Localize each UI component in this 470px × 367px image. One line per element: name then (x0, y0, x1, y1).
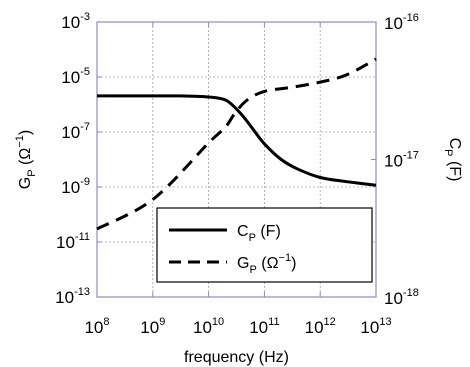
legend: CP (F) GP (Ω−1) (156, 207, 373, 283)
x-axis-label: frequency (Hz) (184, 349, 289, 366)
y-left-axis-label: GP (Ω−1) (14, 130, 38, 189)
series-line-cp (97, 94, 377, 187)
legend-label-gp: GP (Ω−1) (237, 252, 296, 276)
x-tick-label: 1010 (193, 316, 224, 337)
y-right-tick-label: 10-18 (384, 287, 419, 308)
series-line-gp (96, 57, 377, 231)
y-right-axis-label: CP (F) (442, 138, 463, 182)
y-right-tick-label: 10-16 (384, 12, 419, 33)
y-left-tick-label: 10-7 (61, 121, 90, 142)
x-tick-label: 1011 (249, 316, 279, 337)
series-layer (96, 57, 377, 231)
legend-box (156, 207, 373, 283)
legend-label-cp: CP (F) (237, 223, 281, 244)
x-tick-label: 1013 (360, 316, 391, 337)
y-right-tick-label: 10-17 (384, 150, 419, 171)
y-left-tick-label: 10-3 (61, 11, 90, 32)
tick-layer (96, 21, 377, 298)
x-tick-label: 108 (84, 316, 109, 337)
x-tick-label: 1012 (305, 316, 336, 337)
y-left-tick-label: 10-9 (61, 176, 90, 197)
y-left-tick-label: 10-13 (55, 286, 90, 307)
label-layer: 108 109 1010 1011 1012 1013 10-13 10-11 10-9 10-7… (14, 11, 463, 366)
x-tick-label: 109 (140, 316, 165, 337)
y-left-tick-label: 10-11 (56, 231, 90, 252)
y-left-tick-label: 10-5 (61, 66, 90, 87)
